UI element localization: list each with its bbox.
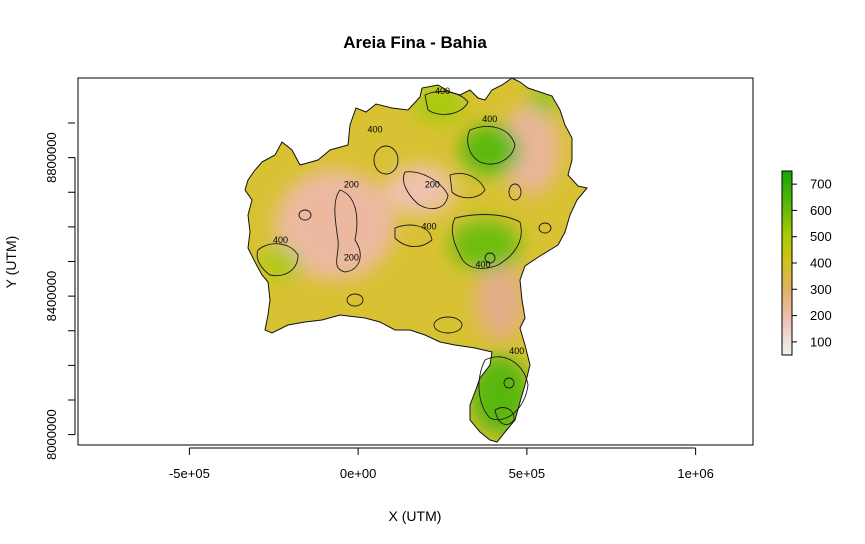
low-zone-central [385, 165, 455, 215]
contour-label-400: 400 [367, 124, 382, 134]
contour-label-400: 400 [421, 221, 436, 231]
x-axis: -5e+05 0e+00 5e+05 1e+06 [169, 447, 714, 481]
contour-400-northwest [424, 91, 469, 115]
contour-label-400: 400 [482, 114, 497, 124]
x-tick-label: 0e+00 [340, 466, 377, 481]
y-axis: 8000000 8400000 8800000 [44, 122, 76, 460]
colorbar [781, 170, 793, 356]
contour-label-400: 400 [509, 346, 524, 356]
colorbar-tick-label: 600 [810, 203, 832, 218]
y-axis-label: Y (UTM) [3, 236, 19, 289]
contour-label-200: 200 [344, 252, 359, 262]
high-zone-center [450, 220, 520, 270]
contour-labels: 400 400 400 200 200 400 400 200 400 400 [273, 86, 524, 356]
x-axis-label: X (UTM) [389, 508, 442, 524]
colorbar-ticks: 100 200 300 400 500 600 700 [792, 177, 832, 349]
contour-400-north [467, 126, 516, 165]
contour-200-central [403, 171, 449, 210]
contour-label-200: 200 [425, 180, 440, 190]
contour-400-center [451, 214, 522, 269]
contour-label-400: 400 [435, 86, 450, 96]
contour-ring-8 [503, 377, 515, 389]
contour-label-400: 400 [475, 259, 490, 269]
contour-ring-5 [484, 252, 496, 264]
y-tick-label: 8000000 [44, 409, 59, 460]
contour-200-west [334, 189, 361, 273]
high-zone-north [460, 125, 520, 175]
high-zone-west [260, 247, 300, 277]
contour-ring-2 [346, 293, 364, 307]
colorbar-tick-label: 400 [810, 256, 832, 271]
contour-ring-1 [298, 209, 312, 221]
contour-label-200: 200 [344, 180, 359, 190]
chart-title: Areia Fina - Bahia [343, 33, 487, 52]
contour-ring-4 [508, 183, 522, 201]
contour-400-east [449, 173, 486, 199]
contour-ring-6 [373, 145, 399, 175]
y-tick-label: 8400000 [44, 271, 59, 322]
high-zone-northeast [530, 88, 560, 112]
y-tick-label: 8800000 [44, 132, 59, 183]
x-tick-label: 1e+06 [677, 466, 714, 481]
contour-label-400: 400 [273, 235, 288, 245]
low-zone-west [275, 170, 395, 280]
contour-400-south-inner [494, 407, 515, 426]
heat-surface [245, 78, 587, 442]
colorbar-tick-label: 300 [810, 282, 832, 297]
contour-ring-3 [433, 316, 463, 334]
contour-400-mid [394, 224, 433, 247]
colorbar-tick-label: 200 [810, 308, 832, 323]
x-tick-label: 5e+05 [509, 466, 546, 481]
high-zone-northwest [415, 87, 465, 123]
colorbar-tick-label: 700 [810, 177, 832, 192]
plot-area-frame [77, 77, 754, 446]
low-zone-east [500, 105, 560, 195]
contour-400-west [256, 243, 299, 277]
low-zone-south [475, 260, 525, 340]
state-boundary [244, 77, 588, 443]
high-zone-south [470, 355, 530, 435]
contour-lines [256, 91, 552, 426]
colorbar-tick-label: 500 [810, 229, 832, 244]
colorbar-tick-label: 100 [810, 334, 832, 349]
contour-ring-7 [538, 222, 552, 234]
x-tick-label: -5e+05 [169, 466, 210, 481]
